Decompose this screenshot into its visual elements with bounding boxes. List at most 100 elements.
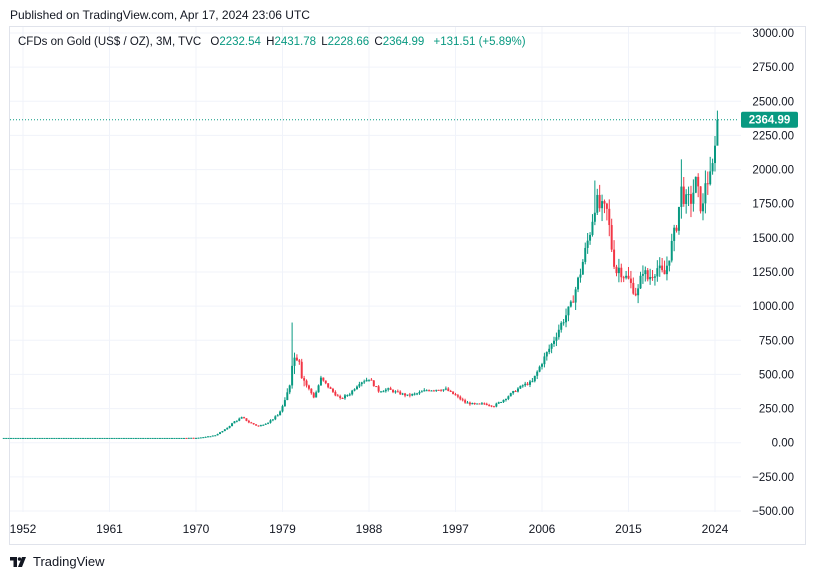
candle [279, 410, 282, 416]
candle [615, 264, 618, 277]
candle [195, 437, 197, 439]
candle [149, 437, 152, 439]
candle [548, 344, 551, 355]
candle [264, 423, 267, 425]
candle [34, 437, 37, 439]
candle [442, 389, 445, 392]
candle [209, 436, 212, 438]
brand-name: TradingView [33, 554, 105, 569]
candle [699, 186, 702, 214]
candle [170, 437, 173, 439]
candle [680, 159, 683, 219]
candle [382, 390, 385, 393]
candle [82, 437, 85, 439]
candle [163, 437, 166, 439]
candle [305, 379, 308, 388]
candle [651, 269, 654, 281]
candle [358, 381, 361, 388]
candle [432, 389, 435, 392]
candle [509, 392, 512, 397]
candle [646, 268, 649, 282]
candle [310, 388, 313, 395]
candle [235, 420, 238, 423]
y-tick-label: −250.00 [752, 472, 794, 484]
candle [267, 422, 270, 425]
candle [178, 437, 181, 439]
candle [701, 193, 704, 221]
candle [307, 384, 310, 391]
candle [94, 437, 97, 439]
candle [48, 437, 51, 439]
candle [257, 425, 260, 427]
candle [50, 437, 53, 439]
candle [365, 377, 368, 382]
candle [137, 437, 140, 439]
symbol-label[interactable]: CFDs on Gold (US$ / OZ), 3M, TVC [18, 36, 202, 48]
candle [418, 390, 421, 395]
candle [394, 390, 397, 394]
last-price-tag [741, 111, 798, 128]
candle [223, 428, 226, 432]
candle [55, 437, 58, 439]
candle [96, 437, 99, 439]
candle [38, 437, 41, 439]
candle [437, 389, 440, 391]
x-tick-label: 1961 [96, 522, 123, 536]
candle [627, 267, 630, 280]
candle [456, 393, 459, 399]
candle [598, 184, 601, 212]
candle [452, 391, 455, 395]
candle [182, 437, 185, 439]
candle [478, 403, 481, 405]
candle [58, 437, 61, 439]
candle [36, 437, 39, 439]
tradingview-logo-icon [10, 556, 26, 567]
candle [673, 224, 676, 252]
candle [142, 437, 145, 439]
candle [605, 202, 608, 221]
candle [507, 395, 510, 401]
candle [331, 387, 334, 393]
candle [524, 381, 527, 387]
candle [74, 437, 77, 439]
candle [343, 394, 346, 400]
candle [512, 390, 515, 395]
candle [113, 437, 116, 439]
candle [610, 218, 613, 253]
candle [396, 389, 399, 393]
time-axis: 1952 1961 1970 1979 1988 1997 2006 2015 2024 [10, 522, 729, 536]
candle [447, 387, 450, 392]
candle [298, 358, 301, 365]
ohlc-legend: CFDs on Gold (US$ / OZ), 3M, TVC O2232.5… [18, 36, 528, 48]
candle [471, 402, 474, 405]
candle [596, 188, 599, 216]
footer[interactable]: TradingView [10, 554, 105, 569]
candle [689, 185, 692, 218]
candle [500, 401, 503, 404]
candle [538, 365, 541, 373]
candle [219, 431, 222, 435]
candle [262, 424, 265, 426]
candle [572, 295, 575, 303]
candle [89, 437, 92, 439]
candle [5, 437, 8, 439]
candle [322, 377, 325, 382]
candle [341, 397, 344, 399]
candle [675, 225, 678, 233]
candle [295, 354, 298, 362]
candle [428, 389, 431, 392]
candle [656, 260, 659, 282]
candle [259, 424, 262, 427]
x-tick-label: 2024 [702, 522, 729, 536]
candle [216, 433, 219, 436]
candle [132, 437, 135, 439]
candle [353, 388, 356, 392]
candle [303, 375, 306, 387]
y-tick-label: 2000.00 [752, 165, 794, 177]
candle [430, 390, 433, 392]
candle [250, 421, 253, 424]
candle [43, 437, 46, 439]
candle [536, 370, 539, 380]
open-label: O [210, 36, 220, 48]
